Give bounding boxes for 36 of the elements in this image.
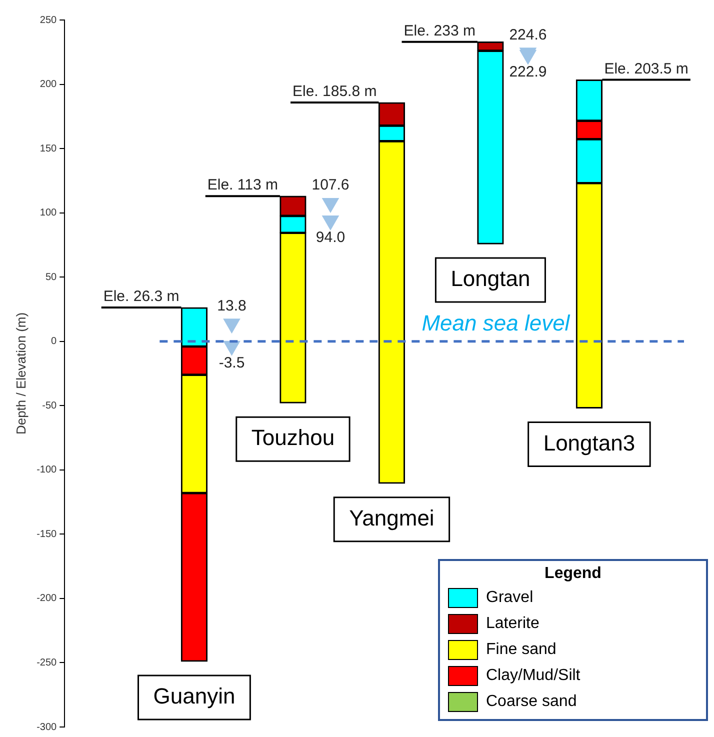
y-tick-label: -250 <box>36 657 58 668</box>
data-label: 222.9 <box>509 63 547 80</box>
y-tick-label: -200 <box>36 593 58 604</box>
legend-label: Gravel <box>486 589 534 607</box>
x-tick-label: Guanyin <box>153 684 236 709</box>
legend-label: Coarse sand <box>486 693 577 711</box>
annotation: Ele. 113 m <box>207 176 278 194</box>
x-tick-label: Yangmei <box>349 505 434 530</box>
y-tick-label: -100 <box>36 464 58 476</box>
y-tick-label: -150 <box>36 528 58 540</box>
data-label: 13.8 <box>217 297 246 314</box>
legend-title: Legend <box>544 565 602 583</box>
annotation: Ele. 185.8 m <box>292 83 377 100</box>
x-tick-label: Longtan3 <box>543 430 636 456</box>
ref-line-label: Mean sea level <box>422 310 571 336</box>
x-tick-label: Touzhou <box>251 425 335 450</box>
annotation: Ele. 233 m <box>404 22 476 40</box>
data-label: 94.0 <box>316 229 346 246</box>
y-tick-label: 100 <box>40 208 58 219</box>
y-tick-label: -300 <box>36 722 58 733</box>
legend-label: Laterite <box>486 615 540 633</box>
annotation: Ele. 203.5 m <box>604 60 688 78</box>
data-label: 107.6 <box>312 176 350 194</box>
y-tick-label: 50 <box>45 272 58 283</box>
data-label: 224.6 <box>509 26 547 44</box>
annotation: Ele. 26.3 m <box>103 288 180 306</box>
y-tick-label: 200 <box>40 79 58 90</box>
y-tick-label: 0 <box>51 336 58 348</box>
data-label: -3.5 <box>218 354 245 372</box>
y-tick-label: 150 <box>40 143 58 154</box>
y-axis-title: Depth / Elevation (m) <box>13 312 28 435</box>
y-tick-label: -50 <box>42 400 58 412</box>
y-tick-label: 250 <box>40 14 58 26</box>
legend-label: Clay/Mud/Silt <box>486 667 580 685</box>
legend-label: Fine sand <box>486 641 556 659</box>
x-tick-label: Longtan <box>450 266 530 292</box>
